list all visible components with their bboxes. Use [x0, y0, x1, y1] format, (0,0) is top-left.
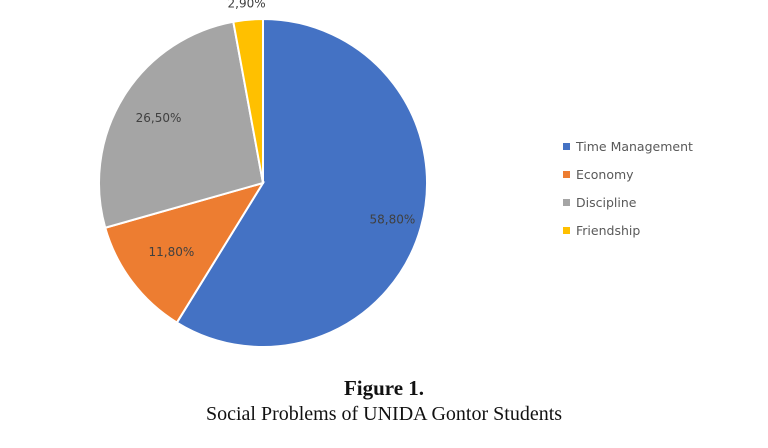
legend-swatch — [563, 198, 570, 206]
data-label: 58,80% — [369, 213, 415, 227]
legend-label: Friendship — [576, 222, 641, 238]
data-label: 2,90% — [228, 0, 266, 10]
legend-swatch — [563, 226, 570, 234]
pie-slice-time-management — [175, 17, 428, 348]
legend-item-time-management: Time Management — [563, 132, 693, 160]
figure-subtitle: Social Problems of UNIDA Gontor Students — [205, 403, 563, 425]
legend-label: Time Management — [576, 138, 693, 154]
pie-slice-friendship — [232, 17, 264, 184]
data-label: 11,80% — [149, 245, 195, 259]
legend-swatch — [563, 142, 570, 150]
legend-item-friendship: Friendship — [563, 216, 693, 244]
legend-swatch — [563, 170, 570, 178]
legend-label: Discipline — [576, 194, 637, 210]
legend-item-economy: Economy — [563, 160, 693, 188]
legend-label: Economy — [576, 166, 634, 182]
data-label: 26,50% — [136, 111, 182, 125]
figure-title: Figure 1. — [343, 376, 425, 400]
legend-item-discipline: Discipline — [563, 188, 693, 216]
pie-slice-economy — [103, 181, 266, 324]
legend: Time Management Economy Discipline Frien… — [563, 132, 693, 244]
pie-chart: 58,80% 11,80% 26,50% 2,90% — [98, 0, 428, 348]
pie-slice-discipline — [98, 20, 265, 229]
